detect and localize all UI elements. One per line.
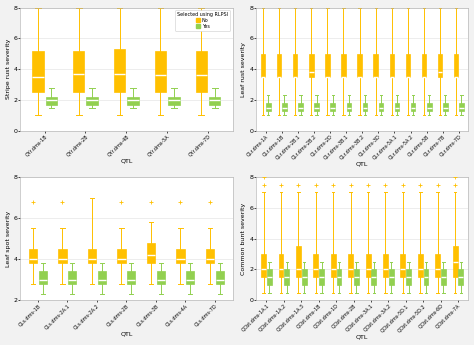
Y-axis label: Leaf spot severity: Leaf spot severity	[6, 210, 10, 267]
PathPatch shape	[458, 269, 463, 285]
PathPatch shape	[411, 103, 415, 111]
PathPatch shape	[330, 103, 335, 111]
PathPatch shape	[296, 246, 301, 277]
PathPatch shape	[443, 103, 447, 111]
PathPatch shape	[379, 103, 383, 111]
PathPatch shape	[371, 269, 376, 285]
PathPatch shape	[374, 54, 378, 77]
PathPatch shape	[127, 272, 135, 284]
PathPatch shape	[32, 51, 44, 92]
PathPatch shape	[98, 272, 106, 284]
PathPatch shape	[168, 97, 180, 105]
PathPatch shape	[365, 254, 371, 277]
PathPatch shape	[354, 269, 359, 285]
PathPatch shape	[128, 97, 139, 105]
X-axis label: QTL: QTL	[356, 334, 368, 339]
PathPatch shape	[206, 249, 214, 263]
PathPatch shape	[401, 254, 405, 277]
PathPatch shape	[459, 103, 464, 111]
PathPatch shape	[284, 269, 289, 285]
PathPatch shape	[302, 269, 307, 285]
PathPatch shape	[441, 269, 446, 285]
X-axis label: QTL: QTL	[356, 162, 368, 167]
PathPatch shape	[337, 269, 341, 285]
Legend: No, Yes: No, Yes	[175, 10, 230, 31]
PathPatch shape	[314, 103, 319, 111]
X-axis label: QTL: QTL	[120, 159, 133, 164]
PathPatch shape	[422, 54, 426, 77]
PathPatch shape	[46, 97, 57, 105]
PathPatch shape	[86, 97, 98, 105]
PathPatch shape	[309, 54, 314, 77]
PathPatch shape	[279, 254, 283, 277]
PathPatch shape	[389, 269, 394, 285]
PathPatch shape	[363, 103, 367, 111]
PathPatch shape	[114, 49, 125, 92]
Y-axis label: Stripe rust severity: Stripe rust severity	[6, 39, 10, 99]
PathPatch shape	[346, 103, 351, 111]
PathPatch shape	[73, 51, 84, 92]
Y-axis label: Leaf rust severity: Leaf rust severity	[241, 42, 246, 97]
PathPatch shape	[357, 54, 362, 77]
PathPatch shape	[418, 254, 423, 277]
PathPatch shape	[341, 54, 346, 77]
PathPatch shape	[38, 272, 47, 284]
PathPatch shape	[325, 54, 329, 77]
PathPatch shape	[319, 269, 324, 285]
PathPatch shape	[427, 103, 431, 111]
PathPatch shape	[261, 254, 266, 277]
PathPatch shape	[155, 51, 166, 92]
PathPatch shape	[216, 272, 224, 284]
PathPatch shape	[58, 249, 66, 263]
PathPatch shape	[395, 103, 399, 111]
PathPatch shape	[176, 249, 184, 263]
PathPatch shape	[156, 272, 165, 284]
PathPatch shape	[435, 254, 440, 277]
PathPatch shape	[261, 54, 265, 77]
PathPatch shape	[147, 243, 155, 263]
PathPatch shape	[438, 54, 442, 77]
PathPatch shape	[390, 54, 394, 77]
PathPatch shape	[68, 272, 76, 284]
PathPatch shape	[267, 269, 272, 285]
PathPatch shape	[348, 254, 353, 277]
PathPatch shape	[406, 269, 411, 285]
PathPatch shape	[313, 254, 318, 277]
PathPatch shape	[383, 254, 388, 277]
PathPatch shape	[406, 54, 410, 77]
PathPatch shape	[186, 272, 194, 284]
PathPatch shape	[209, 97, 220, 105]
PathPatch shape	[29, 249, 37, 263]
X-axis label: QTL: QTL	[120, 332, 133, 337]
PathPatch shape	[298, 103, 303, 111]
PathPatch shape	[266, 103, 271, 111]
PathPatch shape	[293, 54, 298, 77]
PathPatch shape	[331, 254, 336, 277]
PathPatch shape	[424, 269, 428, 285]
Y-axis label: Common bunt severity: Common bunt severity	[241, 203, 246, 275]
PathPatch shape	[282, 103, 287, 111]
PathPatch shape	[196, 51, 207, 92]
PathPatch shape	[453, 246, 457, 277]
PathPatch shape	[454, 54, 458, 77]
PathPatch shape	[88, 249, 96, 263]
PathPatch shape	[118, 249, 126, 263]
PathPatch shape	[277, 54, 282, 77]
